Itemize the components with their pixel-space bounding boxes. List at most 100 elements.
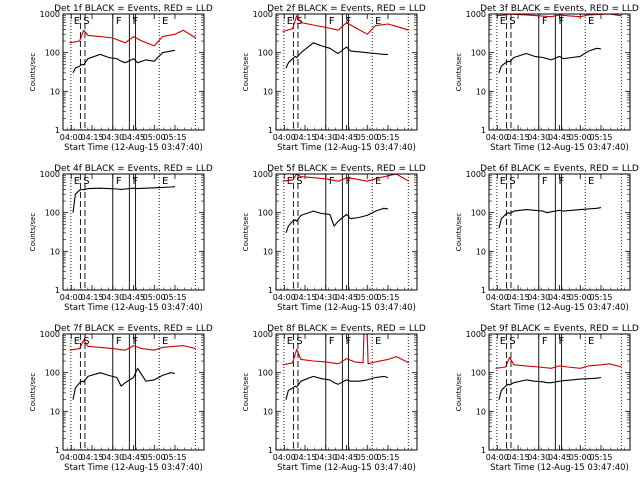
y-axis-label: Counts/sec — [455, 373, 463, 412]
marker-label: F — [542, 16, 548, 27]
y-tick-label: 1 — [481, 446, 486, 455]
panel-det-9: Det 9f BLACK = Events, RED = LLD Counts/s… — [455, 324, 639, 473]
y-tick-label: 100 — [45, 49, 60, 58]
y-tick-label: 10 — [50, 87, 60, 96]
x-tick-label: 04:00 — [273, 133, 296, 142]
x-tick-label: 05:00 — [356, 453, 379, 462]
marker-label: F — [542, 336, 548, 347]
marker-label: S — [296, 336, 302, 347]
panel-title: Det 4f BLACK = Events, RED = LLD — [54, 164, 213, 174]
x-tick-label: 04:45 — [122, 453, 145, 462]
x-axis-label: Start Time (12-Aug-15 03:47:40) — [490, 463, 629, 473]
x-tick-label: 04:45 — [548, 453, 571, 462]
black-series-line — [72, 367, 176, 400]
x-axis-label: Start Time (12-Aug-15 03:47:40) — [490, 303, 629, 313]
marker-label: S — [296, 176, 302, 187]
marker-label: S — [296, 16, 302, 27]
marker-label: E — [588, 176, 594, 187]
black-series-line — [285, 42, 388, 69]
marker-label: E — [162, 176, 168, 187]
x-tick-label: 04:45 — [122, 133, 145, 142]
panel-det-2: Det 2f BLACK = Events, RED = LLD Counts/s… — [242, 4, 426, 153]
x-tick-label: 04:00 — [486, 453, 509, 462]
panel-det-8: Det 8f BLACK = Events, RED = LLD Counts/s… — [242, 324, 426, 473]
x-tick-label: 05:00 — [356, 133, 379, 142]
y-tick-label: 1000 — [253, 330, 273, 339]
panel-det-7: Det 7f BLACK = Events, RED = LLD Counts/s… — [29, 324, 213, 473]
marker-label: E — [162, 16, 168, 27]
red-series-line — [69, 339, 196, 351]
marker-label: F — [116, 176, 122, 187]
y-tick-label: 100 — [471, 49, 486, 58]
marker-label: S — [509, 176, 515, 187]
marker-label: S — [83, 176, 89, 187]
x-axis-label: Start Time (12-Aug-15 03:47:40) — [490, 143, 629, 153]
marker-label: F — [329, 336, 335, 347]
x-tick-label: 05:15 — [163, 293, 186, 302]
black-series-line — [498, 207, 602, 229]
x-tick-label: 04:15 — [506, 133, 529, 142]
marker-label: F — [542, 176, 548, 187]
y-tick-label: 100 — [471, 209, 486, 218]
x-tick-label: 04:30 — [101, 293, 124, 302]
y-tick-label: 10 — [263, 87, 273, 96]
x-tick-label: 04:45 — [335, 133, 358, 142]
y-axis-label: Counts/sec — [29, 213, 37, 252]
y-tick-label: 1000 — [466, 170, 486, 179]
red-series-line — [495, 356, 622, 369]
red-series-line — [282, 15, 409, 35]
x-tick-label: 04:30 — [527, 453, 550, 462]
marker-label: E — [588, 336, 594, 347]
black-series-line — [72, 49, 176, 74]
marker-label: E — [375, 176, 381, 187]
x-tick-label: 04:30 — [101, 133, 124, 142]
plot-frame — [275, 333, 418, 451]
y-tick-label: 100 — [45, 209, 60, 218]
marker-label: S — [509, 336, 515, 347]
x-tick-label: 05:15 — [589, 453, 612, 462]
marker-label: F — [329, 16, 335, 27]
y-tick-label: 1000 — [40, 170, 60, 179]
y-tick-label: 1 — [55, 286, 60, 295]
y-tick-label: 1000 — [253, 10, 273, 19]
black-series-line — [498, 47, 602, 74]
y-tick-label: 100 — [45, 369, 60, 378]
x-tick-label: 05:15 — [589, 133, 612, 142]
x-tick-label: 04:00 — [60, 133, 83, 142]
marker-label: F — [116, 16, 122, 27]
y-tick-label: 10 — [476, 407, 486, 416]
marker-label: E — [375, 16, 381, 27]
y-tick-label: 100 — [258, 209, 273, 218]
x-axis-label: Start Time (12-Aug-15 03:47:40) — [277, 143, 416, 153]
y-tick-label: 10 — [263, 247, 273, 256]
red-series-line — [69, 29, 196, 47]
x-tick-label: 04:45 — [335, 293, 358, 302]
x-tick-label: 04:00 — [486, 133, 509, 142]
marker-label: S — [509, 16, 515, 27]
panel-title: Det 2f BLACK = Events, RED = LLD — [267, 4, 426, 14]
x-tick-label: 05:00 — [569, 133, 592, 142]
y-tick-label: 1 — [55, 126, 60, 135]
black-series-line — [285, 375, 389, 400]
marker-label: S — [83, 16, 89, 27]
x-tick-label: 04:00 — [273, 293, 296, 302]
y-tick-label: 10 — [476, 87, 486, 96]
y-tick-label: 100 — [471, 369, 486, 378]
x-tick-label: 04:45 — [335, 453, 358, 462]
marker-label: E — [375, 336, 381, 347]
y-tick-label: 1 — [268, 446, 273, 455]
black-series-line — [285, 207, 389, 234]
marker-label: E — [500, 16, 506, 27]
x-tick-label: 05:15 — [376, 133, 399, 142]
y-tick-label: 1 — [268, 286, 273, 295]
marker-label: S — [83, 336, 89, 347]
red-series-line — [282, 333, 409, 366]
x-tick-label: 05:00 — [143, 133, 166, 142]
y-tick-label: 1 — [481, 126, 486, 135]
y-tick-label: 1 — [55, 446, 60, 455]
plot-frame — [275, 173, 418, 291]
plot-frame — [62, 333, 205, 451]
y-tick-label: 1000 — [40, 330, 60, 339]
panel-det-5: Det 5f BLACK = Events, RED = LLD Counts/s… — [242, 164, 426, 313]
